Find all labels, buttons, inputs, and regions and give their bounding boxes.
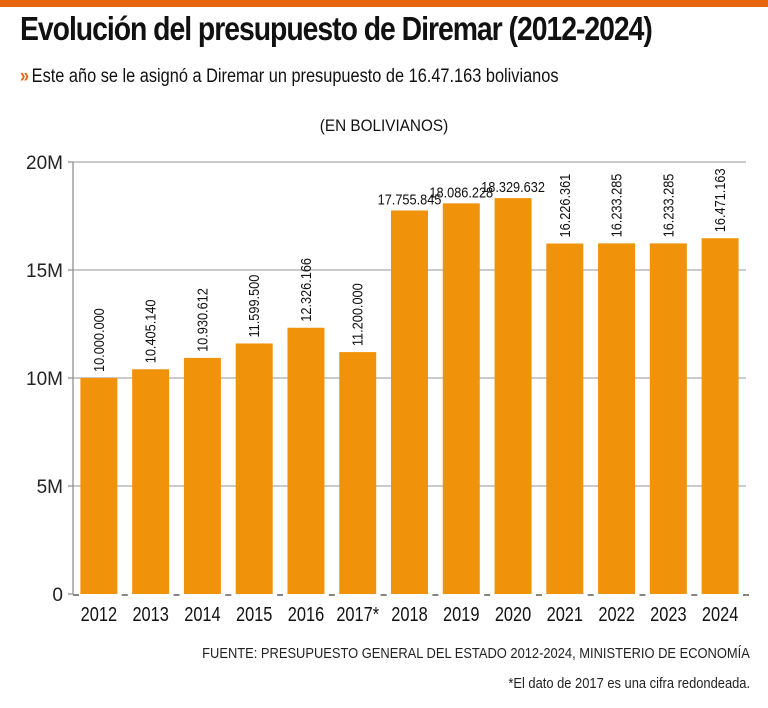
- x-tick-label: 2014: [184, 602, 220, 625]
- data-label: 16.471.163: [711, 168, 728, 232]
- x-tick-label: 2024: [702, 602, 738, 625]
- bar-2015: [235, 343, 273, 594]
- x-tick-label: 2017*: [336, 602, 379, 625]
- y-tick-label: 5M: [37, 477, 63, 498]
- data-label: 12.326.166: [297, 258, 314, 322]
- x-tick-label: 2016: [288, 602, 324, 625]
- x-tick-label: 2021: [547, 602, 583, 625]
- data-label: 17.755.845: [378, 190, 442, 207]
- x-tick-label: 2022: [598, 602, 634, 625]
- bar-2019: [442, 203, 480, 595]
- data-labels: 10.000.000 10.405.140 10.930.612 11.599.500…: [90, 168, 728, 372]
- y-tick-label: 20M: [26, 153, 63, 174]
- data-label: 11.599.500: [245, 274, 262, 337]
- double-chevron-right-icon: »: [20, 66, 29, 87]
- bar-2021: [546, 243, 584, 594]
- data-label: 16.233.285: [608, 173, 625, 237]
- bar-2020: [494, 198, 532, 594]
- x-tick-label: 2013: [132, 602, 168, 625]
- x-axis: 2012 2013 2014 2015 2016 2017* 2018 2019 2020 202…: [73, 594, 749, 625]
- bar-2016: [287, 327, 325, 594]
- units-label: (EN BOLIVIANOS): [319, 116, 449, 135]
- data-label: 10.000.000: [90, 308, 107, 372]
- x-tick-label: 2015: [236, 602, 272, 625]
- data-label: 18.329.632: [481, 178, 545, 195]
- x-tick-label: 2018: [391, 602, 427, 625]
- bar-2017: [339, 352, 377, 594]
- data-label: 16.233.285: [659, 173, 676, 237]
- subtitle-text: Este año se le asignó a Diremar un presu…: [31, 66, 559, 87]
- bar-2024: [701, 238, 739, 594]
- bar-2018: [391, 210, 428, 594]
- x-tick-label: 2020: [495, 602, 531, 625]
- top-accent-bar: [0, 0, 768, 7]
- data-label: 10.405.140: [142, 299, 159, 363]
- data-label: 11.200.000: [349, 283, 366, 346]
- bar-2013: [132, 369, 170, 594]
- data-label: 16.226.361: [556, 174, 573, 238]
- y-axis: 0 5M 10M 15M 20M: [26, 153, 74, 606]
- x-tick-label: 2019: [443, 602, 479, 625]
- y-tick-label: 10M: [26, 369, 63, 390]
- data-label: 10.930.612: [193, 288, 210, 352]
- y-tick-label: 15M: [26, 261, 63, 282]
- y-tick-label: 0: [52, 585, 63, 606]
- x-tick-label: 2012: [81, 602, 117, 625]
- bar-chart: 0 5M 10M 15M 20M 10.000.000 10.405.140 10.930.…: [26, 153, 749, 625]
- bar-2012: [80, 378, 118, 594]
- chart-subtitle: » Este año se le asignó a Diremar un pres…: [20, 66, 559, 88]
- source-note: FUENTE: PRESUPUESTO GENERAL DEL ESTADO 2…: [202, 645, 750, 662]
- footnote: *El dato de 2017 es una cifra redondeada…: [508, 675, 750, 692]
- bar-2023: [649, 243, 687, 595]
- bar-2014: [183, 357, 221, 594]
- chart-title: Evolución del presupuesto de Diremar (20…: [20, 10, 653, 47]
- data-label: 18.086.228: [429, 183, 493, 200]
- bars: [80, 198, 739, 595]
- x-tick-label: 2023: [650, 602, 686, 625]
- bar-2022: [598, 243, 636, 595]
